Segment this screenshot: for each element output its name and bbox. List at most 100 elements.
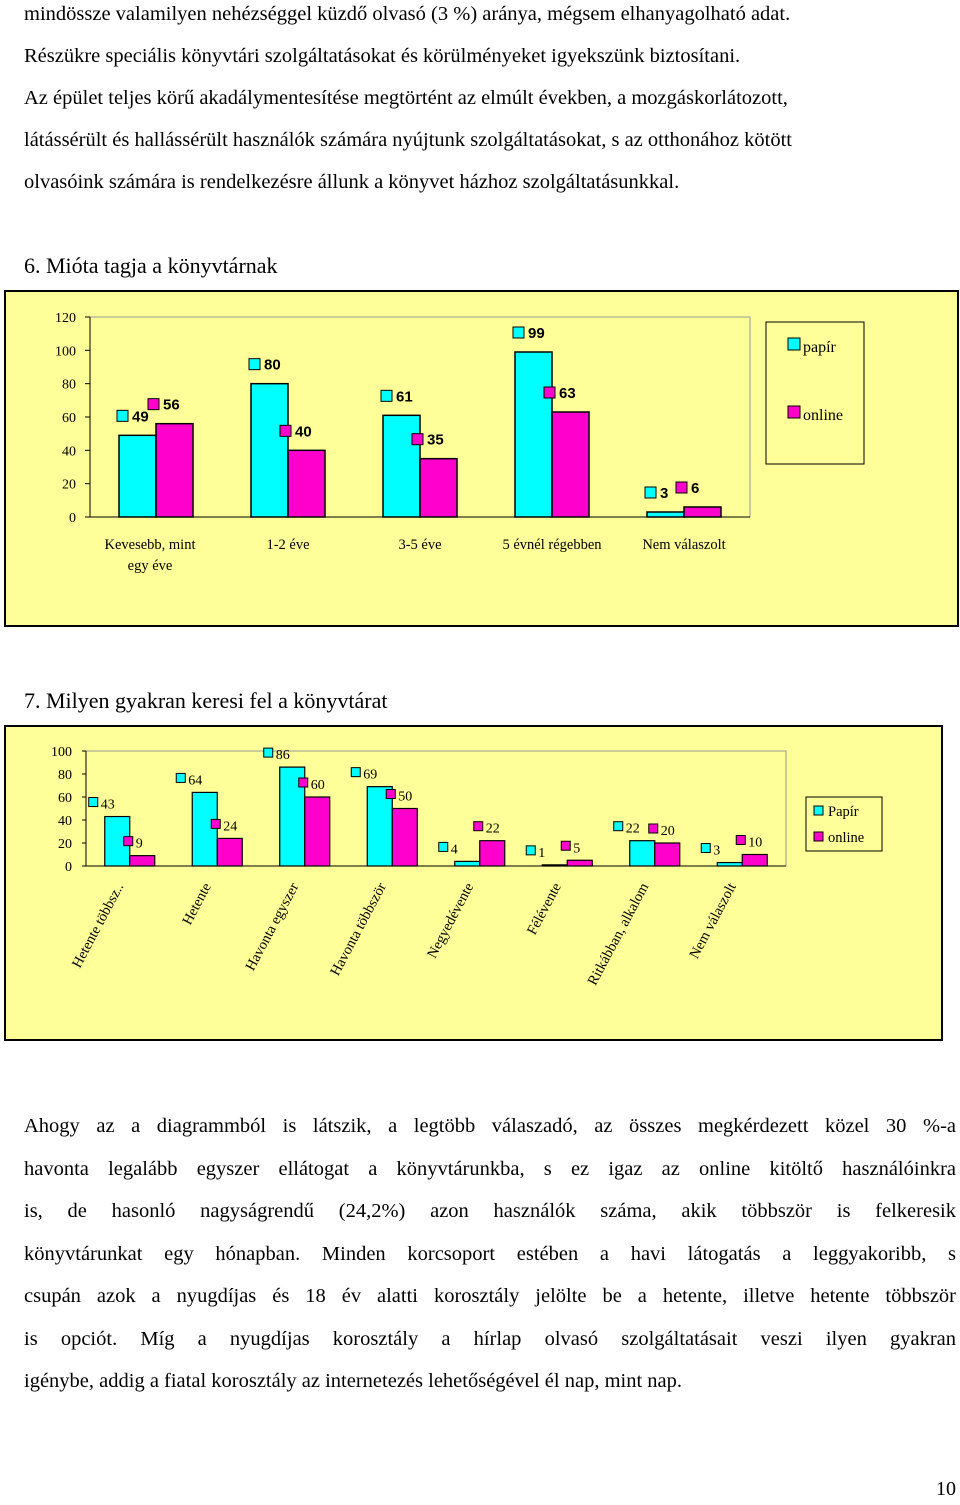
bar-online xyxy=(391,807,418,867)
category-label: Hetente xyxy=(179,880,214,927)
chart-1-svg: 0 20 40 60 80 100 120 49 56 Kevesebb, mint egy éve… xyxy=(55,311,865,574)
category-label: Negyedévente xyxy=(424,880,477,961)
label-key xyxy=(438,841,449,852)
data-label: 5 xyxy=(573,841,580,856)
label-key xyxy=(123,836,134,847)
data-label: 49 xyxy=(132,408,149,425)
bar-online xyxy=(551,411,590,518)
section-6-heading: 6. Mióta tagja a könyvtárnak xyxy=(24,253,278,278)
bar-online xyxy=(741,853,768,867)
data-label: 6 xyxy=(691,480,699,497)
data-label: 64 xyxy=(188,773,202,788)
bar-paper xyxy=(382,414,421,518)
plot-area xyxy=(85,750,787,867)
label-key xyxy=(298,777,309,788)
bar-paper xyxy=(646,511,685,518)
bar-online xyxy=(155,422,194,518)
chart-membership-duration: 0 20 40 60 80 100 120 49 56 Kevesebb, mint egy éve… xyxy=(4,290,959,627)
text-line: igénybe, addig a fiatal korosztály az in… xyxy=(24,1370,683,1392)
category-label: Ritkábban, alkalom xyxy=(585,880,653,988)
label-key xyxy=(263,747,274,758)
data-label: 20 xyxy=(661,824,675,839)
data-label: 24 xyxy=(223,819,237,834)
legend-swatch xyxy=(787,405,801,419)
label-key xyxy=(700,843,711,854)
data-label: 43 xyxy=(101,798,115,813)
label-key xyxy=(147,398,160,411)
y-tick-label: 60 xyxy=(62,411,76,426)
data-label: 80 xyxy=(264,357,281,374)
label-key xyxy=(116,409,129,422)
y-tick-label: 40 xyxy=(62,444,76,459)
data-label: 3 xyxy=(713,844,720,859)
category-label: Havonta egyszer xyxy=(243,880,303,973)
bar-online xyxy=(216,837,243,867)
data-label: 22 xyxy=(626,822,640,837)
y-tick-label: 100 xyxy=(55,344,76,359)
bar-paper xyxy=(250,382,289,518)
label-key xyxy=(735,835,746,845)
label-key xyxy=(473,821,484,832)
y-tick-label: 40 xyxy=(58,814,72,829)
bar-paper xyxy=(454,860,481,867)
bar-online xyxy=(287,449,326,518)
data-label: 56 xyxy=(163,397,180,414)
label-key xyxy=(675,481,688,494)
category-label: Nem válaszolt xyxy=(687,880,740,961)
text-line: havonta legalább egyszer ellátogat a kön… xyxy=(24,1157,956,1180)
category-label: Havonta többször xyxy=(327,880,389,978)
label-key xyxy=(644,486,657,499)
y-tick-label: 0 xyxy=(65,860,72,875)
label-key xyxy=(88,797,99,808)
category-label: 3-5 éve xyxy=(398,537,441,553)
text-line: olvasóink számára is rendelkezésre állun… xyxy=(24,171,680,193)
label-key xyxy=(175,772,186,783)
bar-online xyxy=(566,859,593,867)
bar-online xyxy=(419,457,458,518)
category-label: Hetente többsz.. xyxy=(69,880,127,970)
label-key xyxy=(560,840,571,851)
category-label: egy éve xyxy=(128,558,173,574)
data-label: 50 xyxy=(398,790,412,805)
legend-swatch xyxy=(787,337,801,351)
label-key xyxy=(279,424,292,437)
text-line: is opciót. Míg a nyugdíjas korosztály a … xyxy=(24,1327,956,1350)
y-tick-label: 0 xyxy=(69,511,76,526)
category-label: Félévente xyxy=(524,880,565,937)
bar-online xyxy=(479,840,506,867)
label-key xyxy=(543,386,556,399)
legend-label: online xyxy=(828,830,864,846)
label-key xyxy=(411,433,424,446)
bar-paper xyxy=(541,864,568,867)
category-label: 1-2 éve xyxy=(266,537,309,553)
label-key xyxy=(210,818,221,829)
data-label: 63 xyxy=(559,385,576,402)
text-line: csupán azok a nyugdíjas és 18 év alatti … xyxy=(24,1285,956,1307)
bar-online xyxy=(683,506,722,518)
y-tick-label: 80 xyxy=(62,378,76,393)
data-label: 60 xyxy=(311,778,325,793)
bar-online xyxy=(304,796,331,867)
bar-online xyxy=(129,855,156,867)
label-key xyxy=(380,389,393,402)
data-label: 9 xyxy=(136,837,143,852)
data-label: 69 xyxy=(363,768,377,783)
label-key xyxy=(350,767,361,778)
category-label: 5 évnél régebben xyxy=(502,537,602,553)
text-line: könyvtárunkat egy hónapban. Minden korcs… xyxy=(24,1242,956,1265)
y-tick-label: 100 xyxy=(51,745,72,760)
y-tick-label: 60 xyxy=(58,791,72,806)
analysis-paragraph: Ahogy az a diagrammból is látszik, a leg… xyxy=(24,1105,956,1403)
text-line: Az épület teljes körű akadálymentesítése… xyxy=(24,87,788,109)
category-label: Nem válaszolt xyxy=(642,537,725,553)
legend-label: Papír xyxy=(828,804,859,820)
label-key xyxy=(648,823,659,834)
data-label: 3 xyxy=(660,485,668,502)
bar-paper xyxy=(514,351,553,518)
bar-paper xyxy=(191,791,218,867)
bar-paper xyxy=(716,861,743,867)
data-label: 22 xyxy=(486,822,500,837)
data-label: 86 xyxy=(276,748,290,763)
data-label: 99 xyxy=(528,325,545,342)
